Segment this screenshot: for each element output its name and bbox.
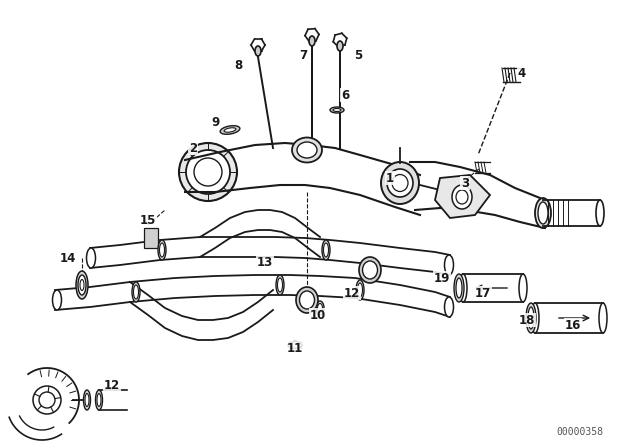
Ellipse shape [362, 261, 378, 279]
Ellipse shape [359, 257, 381, 283]
Text: 12: 12 [104, 379, 120, 392]
Ellipse shape [456, 278, 462, 298]
Text: 13: 13 [257, 255, 273, 268]
Polygon shape [144, 228, 158, 248]
Ellipse shape [288, 341, 302, 349]
Ellipse shape [76, 271, 88, 299]
Ellipse shape [330, 107, 344, 113]
Text: 19: 19 [434, 271, 450, 284]
Ellipse shape [80, 280, 84, 290]
Ellipse shape [358, 283, 362, 297]
Ellipse shape [134, 285, 138, 299]
Ellipse shape [337, 41, 343, 51]
Ellipse shape [159, 243, 164, 257]
Text: 8: 8 [234, 59, 242, 72]
Text: 6: 6 [341, 89, 349, 102]
Ellipse shape [255, 46, 261, 56]
Ellipse shape [531, 303, 539, 333]
Ellipse shape [452, 185, 472, 209]
Text: 4: 4 [518, 66, 526, 79]
Text: 16: 16 [565, 319, 581, 332]
Ellipse shape [97, 393, 101, 406]
Ellipse shape [95, 390, 102, 410]
Text: 3: 3 [461, 177, 469, 190]
Ellipse shape [535, 198, 551, 228]
Ellipse shape [300, 291, 314, 309]
Ellipse shape [599, 303, 607, 333]
Ellipse shape [456, 190, 468, 204]
Ellipse shape [538, 202, 548, 224]
Text: 17: 17 [475, 287, 491, 300]
Ellipse shape [179, 143, 237, 201]
Text: 1: 1 [386, 172, 394, 185]
Ellipse shape [317, 303, 323, 313]
Text: 12: 12 [344, 287, 360, 300]
Ellipse shape [292, 138, 322, 163]
Text: 15: 15 [140, 214, 156, 227]
Text: 00000358: 00000358 [557, 427, 604, 437]
Text: 5: 5 [354, 48, 362, 61]
Ellipse shape [459, 274, 467, 302]
Ellipse shape [194, 158, 222, 186]
Ellipse shape [186, 150, 230, 194]
Ellipse shape [52, 290, 61, 310]
Ellipse shape [278, 278, 282, 292]
Text: 9: 9 [211, 116, 219, 129]
Ellipse shape [276, 275, 284, 295]
Text: 10: 10 [310, 309, 326, 322]
Ellipse shape [297, 142, 317, 158]
Ellipse shape [33, 386, 61, 414]
Text: 14: 14 [60, 251, 76, 264]
Ellipse shape [381, 162, 419, 204]
Ellipse shape [296, 287, 318, 313]
Ellipse shape [392, 175, 408, 191]
Ellipse shape [526, 303, 536, 333]
Ellipse shape [596, 200, 604, 226]
Text: 7: 7 [299, 48, 307, 61]
Ellipse shape [316, 301, 324, 315]
Ellipse shape [387, 169, 413, 197]
Ellipse shape [158, 240, 166, 260]
Ellipse shape [323, 243, 328, 257]
Ellipse shape [83, 390, 90, 410]
Ellipse shape [220, 126, 240, 134]
Text: 2: 2 [189, 142, 197, 155]
Ellipse shape [309, 36, 315, 46]
Ellipse shape [333, 108, 341, 112]
Ellipse shape [454, 274, 464, 302]
Ellipse shape [322, 240, 330, 260]
Ellipse shape [78, 275, 86, 295]
Text: 11: 11 [287, 341, 303, 354]
Ellipse shape [224, 128, 236, 132]
Ellipse shape [445, 255, 454, 275]
Ellipse shape [86, 248, 95, 268]
Ellipse shape [39, 392, 55, 408]
Ellipse shape [85, 393, 89, 406]
Ellipse shape [528, 307, 534, 329]
Polygon shape [435, 175, 490, 218]
Text: 18: 18 [519, 314, 535, 327]
Ellipse shape [445, 297, 454, 317]
Ellipse shape [356, 280, 364, 300]
Ellipse shape [519, 274, 527, 302]
Ellipse shape [132, 282, 140, 302]
